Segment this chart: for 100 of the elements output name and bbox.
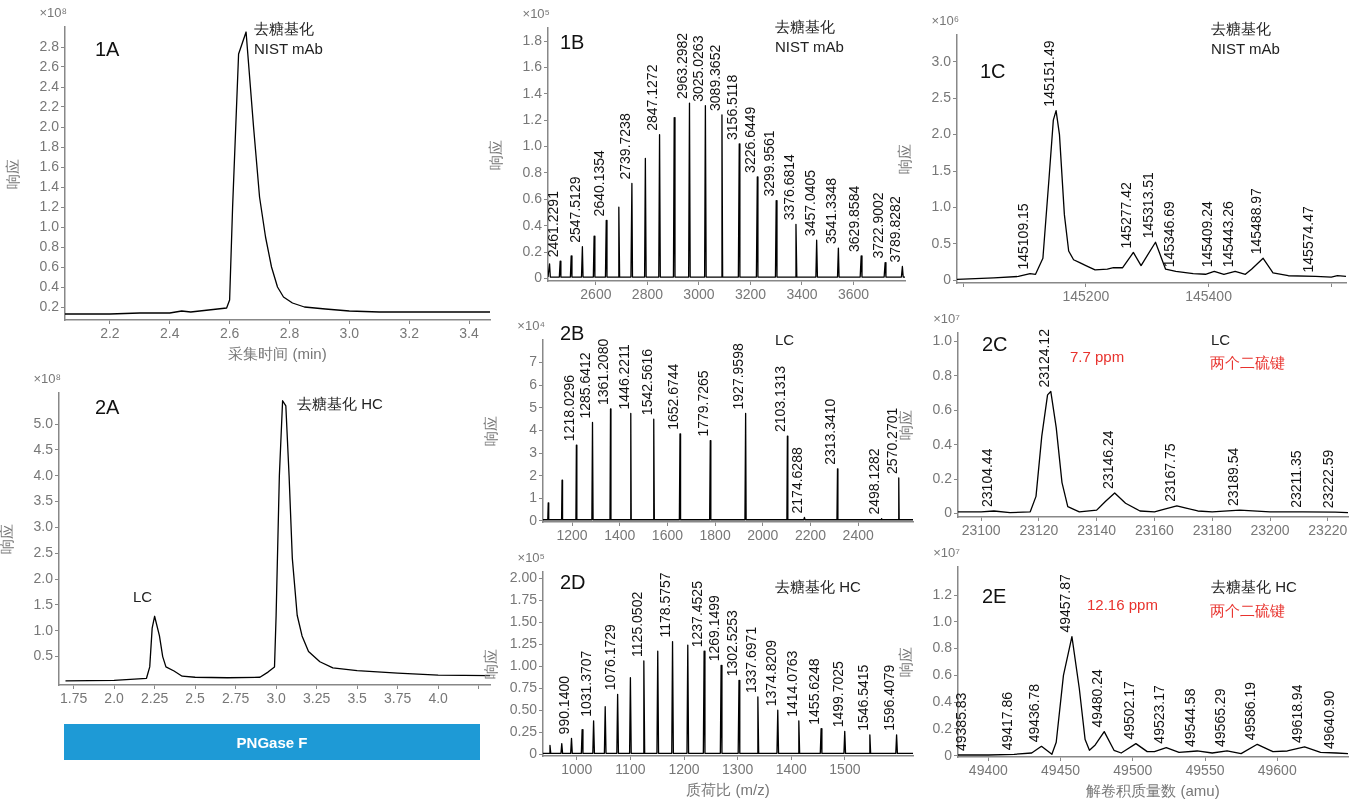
- y-tick-label: 6: [529, 376, 538, 393]
- x-tick-label: 2.25: [140, 690, 169, 707]
- annotation: 去糖基化 HC: [297, 394, 383, 412]
- y-tick-label: 0: [529, 511, 538, 528]
- annotation: 去糖基化 HC: [1211, 577, 1297, 595]
- y-tick-label: 0.6: [522, 190, 543, 207]
- annotation: 2498.1282: [866, 448, 883, 515]
- annotation: 1237.4525: [688, 580, 705, 648]
- x-tick-label: 3.5: [347, 690, 368, 707]
- x-tick-label: 2.75: [221, 690, 250, 707]
- x-tick-label: 3400: [786, 286, 818, 303]
- annotation: 23104.44: [978, 448, 995, 507]
- y-tick-label: 1.5: [931, 161, 952, 178]
- annotation: 49457.87: [1056, 573, 1073, 633]
- x-tick-label: 1500: [829, 761, 861, 778]
- annotation: 49523.17: [1151, 685, 1168, 744]
- annotation: 145488.97: [1248, 187, 1265, 255]
- chart-title: 1B: [560, 30, 585, 53]
- x-tick-label: 2.5: [185, 690, 206, 707]
- annotation: 23146.24: [1099, 430, 1116, 489]
- annotation: 23222.59: [1320, 449, 1337, 509]
- text: 1C: [980, 59, 1006, 82]
- y-tick-label: 1.8: [39, 137, 60, 154]
- y-tick-label: 0.6: [932, 666, 953, 683]
- annotation: 1125.0502: [628, 591, 645, 657]
- annotation: LC: [775, 330, 795, 348]
- y-tick-label: 2.2: [39, 97, 60, 114]
- y-tick-label: 1.75: [509, 591, 538, 608]
- annotation: 1269.1499: [705, 594, 722, 662]
- annotation: 3156.5118: [724, 74, 741, 140]
- y-tick-label: 4.5: [33, 440, 54, 457]
- y-tick-label: 0.50: [509, 701, 538, 718]
- y-tick-label: 1.4: [39, 177, 60, 194]
- y-tick-label: 1.50: [509, 613, 538, 630]
- annotation: 145151.49: [1040, 40, 1057, 107]
- y-tick-label: 5.0: [33, 414, 54, 431]
- x-tick-label: 49600: [1257, 762, 1297, 779]
- y-tick-label: 1.25: [509, 635, 538, 652]
- x-tick-label: 49500: [1113, 762, 1153, 779]
- x-tick-label: 3.0: [266, 690, 287, 707]
- annotation: 1455.6248: [805, 658, 822, 725]
- y-tick-label: 1.0: [931, 198, 952, 215]
- annotation: 2313.3410: [822, 398, 839, 465]
- y-tick-label: 2.0: [39, 117, 60, 134]
- y-tick-label: 0.5: [33, 647, 54, 664]
- y-tick-label: 0.4: [932, 435, 953, 452]
- annotation: 49480.24: [1089, 668, 1106, 728]
- annotation: 49417.86: [998, 691, 1015, 751]
- annotation: 1285.6412: [577, 352, 594, 419]
- chart-title: 2D: [560, 570, 586, 593]
- x-tick-label: 2.2: [100, 325, 120, 342]
- y-tick-label: 3.5: [33, 492, 54, 509]
- annotation: LC: [1211, 330, 1231, 348]
- annotation: 2174.6288: [789, 447, 806, 514]
- y-tick-label: 0.2: [522, 242, 543, 259]
- annotation: 1337.6971: [742, 626, 759, 694]
- y-tick-label: 1.0: [932, 332, 953, 349]
- annotation: 两个二硫键: [1210, 601, 1285, 619]
- annotation: 1542.5616: [638, 348, 655, 416]
- annotation: 145313.51: [1140, 171, 1157, 239]
- y-tick-label: 0.8: [39, 237, 60, 254]
- annotation: 2461.2291: [545, 190, 562, 258]
- y-tick-label: 0.5: [931, 234, 952, 251]
- annotation: 3299.9561: [761, 130, 778, 197]
- x-tick-label: 1100: [615, 761, 646, 778]
- x-tick-label: 3.25: [303, 690, 331, 707]
- y-tick-label: 0.8: [522, 163, 543, 180]
- y-axis-title: 响应: [897, 410, 915, 440]
- annotation: 3089.3652: [706, 44, 723, 111]
- annotation: 去糖基化 HC: [775, 577, 861, 595]
- x-axis-title: 质荷比 (m/z): [686, 781, 770, 799]
- x-tick-label: 1400: [775, 761, 808, 778]
- annotation: 49618.94: [1289, 684, 1306, 743]
- y-tick-label: 4: [529, 421, 538, 438]
- annotation: 1927.9598: [730, 343, 747, 410]
- text: ×10⁷: [933, 311, 961, 327]
- x-tick-label: 23180: [1192, 522, 1232, 539]
- x-tick-label: 23160: [1134, 522, 1175, 539]
- text: ×10⁸: [33, 371, 61, 387]
- annotation: 2847.1272: [644, 64, 661, 131]
- annotation: 3722.9002: [870, 192, 886, 259]
- y-tick-label: 0.2: [932, 470, 953, 487]
- x-tick-label: 145400: [1185, 288, 1233, 305]
- annotation: 1178.5757: [657, 572, 674, 638]
- y-tick-label: 1.2: [932, 585, 953, 602]
- annotation: 1031.3707: [578, 650, 595, 717]
- y-tick-label: 0.2: [39, 297, 60, 314]
- annotation: 1779.7265: [695, 370, 712, 437]
- y-tick-label: 0.4: [39, 277, 60, 294]
- chart-title: 2A: [95, 395, 121, 418]
- y-tick-label: 1.2: [39, 197, 60, 214]
- y-tick-label: 0.75: [509, 679, 538, 696]
- annotation: 49502.17: [1120, 681, 1137, 740]
- x-tick-label: 1200: [668, 761, 700, 778]
- annotation: 1546.5415: [854, 664, 871, 731]
- y-tick-label: 2.0: [33, 569, 54, 586]
- annotation: 23124.12: [1035, 328, 1052, 388]
- y-tick-label: 1.5: [33, 595, 54, 612]
- annotation: 49565.29: [1211, 688, 1228, 747]
- x-tick-label: 1000: [561, 761, 593, 778]
